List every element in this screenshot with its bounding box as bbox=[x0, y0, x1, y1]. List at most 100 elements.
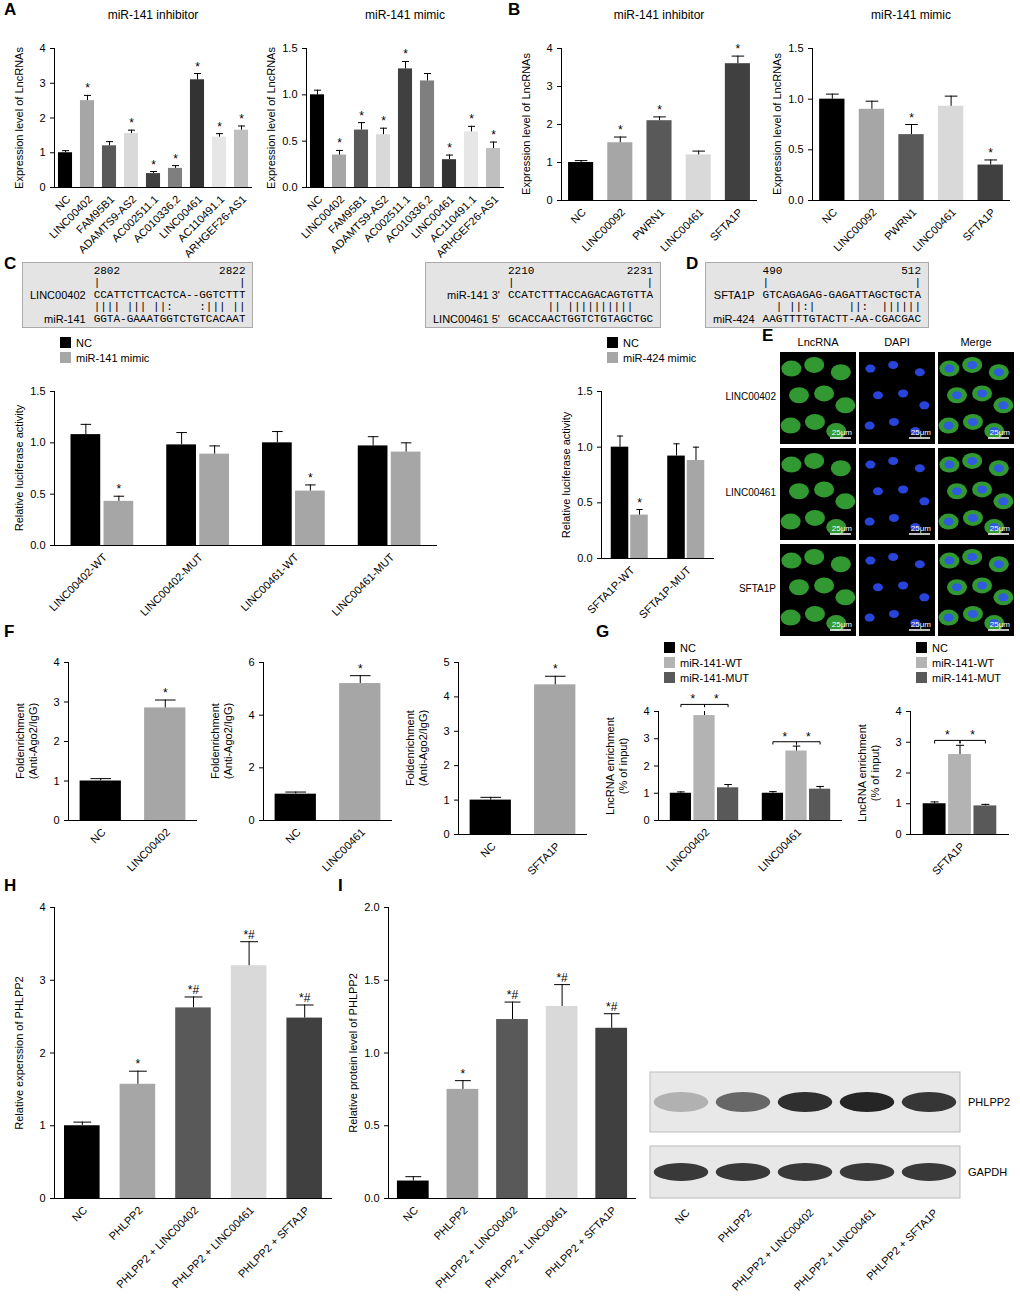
svg-text:*: * bbox=[239, 112, 244, 126]
svg-text:2.0: 2.0 bbox=[364, 901, 379, 913]
svg-text:*: * bbox=[85, 81, 90, 95]
svg-text:LINC00402-MUT: LINC00402-MUT bbox=[138, 551, 205, 618]
svg-text:*: * bbox=[909, 111, 914, 125]
svg-text:*: * bbox=[553, 662, 558, 676]
svg-text:1: 1 bbox=[39, 146, 45, 158]
svg-text:3: 3 bbox=[39, 77, 45, 89]
svg-text:LINC00461: LINC00461 bbox=[756, 826, 804, 874]
svg-text:4: 4 bbox=[39, 901, 45, 913]
svg-text:0.5: 0.5 bbox=[788, 143, 803, 155]
svg-text:0.0: 0.0 bbox=[788, 194, 803, 206]
svg-text:*#: *# bbox=[188, 983, 200, 997]
svg-text:*: * bbox=[657, 103, 662, 117]
svg-text:2: 2 bbox=[248, 761, 254, 773]
svg-text:0.0: 0.0 bbox=[282, 181, 297, 193]
svg-text:0.0: 0.0 bbox=[364, 1192, 379, 1204]
svg-text:LINC00461-WT: LINC00461-WT bbox=[238, 551, 301, 614]
svg-text:SFTA1P: SFTA1P bbox=[525, 840, 562, 877]
svg-text:3: 3 bbox=[546, 80, 552, 92]
svg-text:1.5: 1.5 bbox=[577, 385, 592, 397]
svg-text:*: * bbox=[736, 42, 741, 56]
svg-text:*: * bbox=[988, 146, 993, 160]
svg-text:LINC00092: LINC00092 bbox=[579, 206, 627, 254]
svg-text:1.5: 1.5 bbox=[282, 42, 297, 54]
svg-text:PHLPP2: PHLPP2 bbox=[431, 1204, 469, 1242]
svg-text:0.5: 0.5 bbox=[282, 135, 297, 147]
svg-text:2: 2 bbox=[443, 759, 449, 771]
svg-text:25μm: 25μm bbox=[832, 524, 853, 533]
svg-text:4: 4 bbox=[248, 709, 254, 721]
svg-text:*: * bbox=[782, 730, 787, 744]
svg-text:0.0: 0.0 bbox=[30, 539, 45, 551]
svg-text:NC: NC bbox=[672, 1206, 692, 1226]
svg-text:*: * bbox=[714, 692, 719, 706]
svg-text:LINC00461: LINC00461 bbox=[319, 826, 367, 874]
svg-text:3: 3 bbox=[443, 725, 449, 737]
svg-text:LINC00402-WT: LINC00402-WT bbox=[47, 551, 110, 614]
svg-text:PHLPP2 + LINC00461: PHLPP2 + LINC00461 bbox=[791, 1206, 878, 1293]
svg-text:4: 4 bbox=[443, 690, 449, 702]
svg-text:1: 1 bbox=[53, 775, 59, 787]
svg-text:*#: *# bbox=[243, 928, 255, 942]
svg-text:*: * bbox=[491, 128, 496, 142]
svg-text:1.5: 1.5 bbox=[30, 385, 45, 397]
svg-text:*: * bbox=[173, 152, 178, 166]
svg-text:*: * bbox=[690, 692, 695, 706]
svg-text:SFTA1P-WT: SFTA1P-WT bbox=[585, 564, 637, 616]
svg-text:LINC00092: LINC00092 bbox=[831, 206, 879, 254]
svg-text:0.5: 0.5 bbox=[30, 488, 45, 500]
svg-text:*: * bbox=[469, 112, 474, 126]
svg-text:*: * bbox=[217, 120, 222, 134]
svg-text:GAPDH: GAPDH bbox=[968, 1166, 1007, 1178]
svg-text:1: 1 bbox=[443, 794, 449, 806]
svg-text:0.5: 0.5 bbox=[577, 496, 592, 508]
svg-text:*: * bbox=[447, 141, 452, 155]
svg-text:PHLPP2 + SFTA1P: PHLPP2 + SFTA1P bbox=[864, 1206, 940, 1282]
svg-text:PHLPP2: PHLPP2 bbox=[716, 1206, 754, 1244]
svg-text:1.5: 1.5 bbox=[788, 42, 803, 54]
svg-text:2: 2 bbox=[895, 767, 901, 779]
svg-text:*: * bbox=[461, 1067, 466, 1081]
svg-text:1.0: 1.0 bbox=[364, 1047, 379, 1059]
svg-text:*: * bbox=[618, 123, 623, 137]
svg-text:1.0: 1.0 bbox=[30, 436, 45, 448]
svg-text:2: 2 bbox=[53, 735, 59, 747]
svg-text:PHLPP2 + LINC00461: PHLPP2 + LINC00461 bbox=[482, 1204, 569, 1291]
svg-text:1: 1 bbox=[895, 797, 901, 809]
svg-text:ARHGEF26-AS1: ARHGEF26-AS1 bbox=[182, 193, 249, 260]
svg-text:PWRN1: PWRN1 bbox=[630, 206, 667, 243]
svg-text:25μm: 25μm bbox=[990, 620, 1011, 629]
svg-text:ARHGEF26-AS1: ARHGEF26-AS1 bbox=[434, 193, 501, 260]
svg-text:PHLPP2 + LINC00402: PHLPP2 + LINC00402 bbox=[433, 1204, 520, 1291]
svg-text:4: 4 bbox=[895, 705, 901, 717]
svg-text:5: 5 bbox=[443, 656, 449, 668]
svg-text:1: 1 bbox=[546, 156, 552, 168]
svg-text:NC: NC bbox=[88, 826, 108, 846]
svg-text:4: 4 bbox=[643, 705, 649, 717]
svg-text:*#: *# bbox=[507, 988, 519, 1002]
svg-text:6: 6 bbox=[248, 656, 254, 668]
svg-text:PWRN1: PWRN1 bbox=[882, 206, 919, 243]
svg-text:1: 1 bbox=[643, 787, 649, 799]
svg-text:NC: NC bbox=[568, 206, 588, 226]
svg-text:1.0: 1.0 bbox=[282, 88, 297, 100]
svg-text:2: 2 bbox=[643, 760, 649, 772]
svg-text:LINC00461: LINC00461 bbox=[658, 206, 706, 254]
svg-text:2: 2 bbox=[39, 1047, 45, 1059]
svg-text:PHLPP2 + SFTA1P: PHLPP2 + SFTA1P bbox=[543, 1204, 619, 1280]
svg-text:25μm: 25μm bbox=[911, 428, 932, 437]
svg-text:0: 0 bbox=[895, 828, 901, 840]
svg-text:0: 0 bbox=[443, 828, 449, 840]
svg-text:PHLPP2 + SFTA1P: PHLPP2 + SFTA1P bbox=[236, 1204, 312, 1280]
svg-text:SFTA1P: SFTA1P bbox=[707, 206, 744, 243]
svg-text:*#: *# bbox=[556, 971, 568, 985]
svg-text:0: 0 bbox=[39, 1192, 45, 1204]
svg-text:*: * bbox=[151, 158, 156, 172]
svg-text:*: * bbox=[359, 109, 364, 123]
svg-text:PHLPP2: PHLPP2 bbox=[106, 1204, 144, 1242]
svg-text:25μm: 25μm bbox=[911, 524, 932, 533]
svg-text:4: 4 bbox=[39, 42, 45, 54]
svg-text:3: 3 bbox=[895, 736, 901, 748]
svg-text:0: 0 bbox=[39, 181, 45, 193]
svg-text:LINC00461-MUT: LINC00461-MUT bbox=[329, 551, 396, 618]
